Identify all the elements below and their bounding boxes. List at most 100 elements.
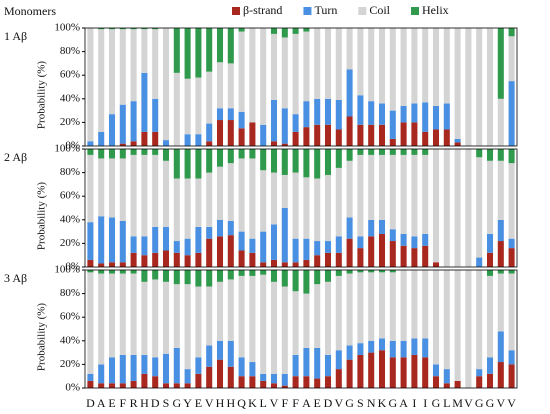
bar-segment — [497, 219, 504, 242]
x-tick-label: G — [475, 396, 484, 410]
bar-segment — [335, 275, 342, 351]
bar-segment — [357, 270, 364, 273]
bar-segment — [389, 110, 396, 139]
bar-segment — [432, 270, 440, 365]
bar-segment — [411, 338, 418, 355]
bar-segment — [141, 354, 148, 374]
bar-segment — [98, 28, 105, 30]
bar-segment — [195, 252, 202, 267]
bar-segment — [130, 29, 137, 102]
bar-segment — [162, 140, 170, 146]
bar-segment — [130, 236, 137, 253]
y-axis-label: Probability (%) — [36, 303, 48, 371]
y-tick-label: 100% — [54, 264, 80, 276]
bar-segment — [497, 98, 504, 146]
bar-segment — [227, 340, 234, 367]
legend-swatch — [303, 7, 312, 15]
bar-segment — [486, 149, 494, 161]
bar-segment — [227, 279, 234, 341]
bar-segment — [238, 376, 245, 388]
x-tick-label: I — [412, 396, 416, 410]
bar-segment — [378, 272, 386, 339]
bar-segment — [432, 262, 440, 267]
bar-segment — [249, 376, 256, 388]
bar-segment — [335, 350, 342, 370]
bar-segment — [281, 270, 288, 287]
bar-segment — [357, 272, 364, 344]
bar-segment — [162, 353, 170, 384]
bar-segment — [184, 270, 191, 285]
bar-segment — [411, 354, 418, 388]
bar-segment — [508, 149, 515, 164]
x-tick-label: I — [423, 396, 427, 410]
bar-segment — [270, 141, 278, 146]
x-tick-label: K — [378, 396, 387, 410]
x-tick-label: D — [151, 396, 160, 410]
bar-segment — [454, 380, 461, 388]
bar-segment — [162, 160, 170, 227]
bar-segment — [184, 134, 191, 146]
bar-segment — [206, 226, 213, 239]
bar-segment — [454, 149, 461, 267]
bar-segment — [389, 154, 396, 230]
y-tick-label: 0% — [65, 261, 80, 273]
bar-segment — [87, 149, 94, 155]
bar-segment — [87, 141, 94, 146]
bar-segment — [260, 124, 267, 146]
bar-segment — [87, 259, 94, 267]
bar-segment — [422, 102, 429, 132]
bar-segment — [411, 122, 418, 146]
bar-segment — [130, 141, 137, 146]
bar-segment — [314, 284, 321, 348]
bar-segment — [87, 154, 94, 223]
bar-segment — [303, 31, 310, 102]
bar-segment — [476, 376, 483, 388]
bar-segment — [141, 28, 148, 30]
bar-segment — [108, 273, 116, 358]
bar-segment — [303, 259, 310, 267]
x-tick-label: L — [443, 396, 450, 410]
bar-segment — [303, 270, 310, 294]
bar-segment — [432, 28, 440, 106]
bar-segment — [87, 222, 94, 260]
bar-segment — [454, 138, 461, 143]
bar-segment — [508, 270, 515, 274]
bar-segment — [98, 263, 105, 267]
x-tick-label: D — [324, 396, 333, 410]
bar-segment — [497, 331, 504, 363]
bar-segment — [411, 236, 418, 249]
bar-segment — [141, 373, 148, 388]
bar-segment — [346, 238, 353, 267]
bar-segment — [303, 28, 310, 32]
bar-segment — [292, 270, 299, 292]
bar-segment — [378, 350, 386, 388]
bar-segment — [368, 219, 375, 237]
bar-segment — [249, 149, 256, 159]
bar-segment — [87, 272, 94, 374]
bar-segment — [281, 143, 288, 146]
bar-segment — [454, 28, 461, 139]
bar-segment — [184, 178, 191, 239]
bar-segment — [108, 262, 116, 267]
y-axis-label: Probability (%) — [36, 182, 48, 250]
bar-segment — [443, 103, 450, 130]
bar-segment — [411, 149, 418, 155]
bar-segment — [249, 238, 256, 253]
bar-segment — [260, 149, 267, 171]
bar-segment — [162, 250, 170, 267]
bar-segment — [195, 28, 202, 78]
bar-segment — [508, 350, 515, 365]
bar-segment — [152, 270, 159, 280]
y-tick-label: 80% — [60, 45, 80, 57]
bar-segment — [119, 143, 126, 146]
bar-segment — [324, 28, 332, 99]
bar-segment — [249, 362, 256, 377]
x-tick-label: E — [108, 396, 115, 410]
panel-label: 1 Aβ — [4, 29, 27, 43]
bar-segment — [130, 252, 137, 267]
bar-segment — [130, 270, 137, 274]
x-tick-label: Q — [237, 396, 246, 410]
bar-segment — [324, 149, 332, 175]
bar-segment — [227, 28, 234, 64]
bar-segment — [173, 252, 180, 267]
